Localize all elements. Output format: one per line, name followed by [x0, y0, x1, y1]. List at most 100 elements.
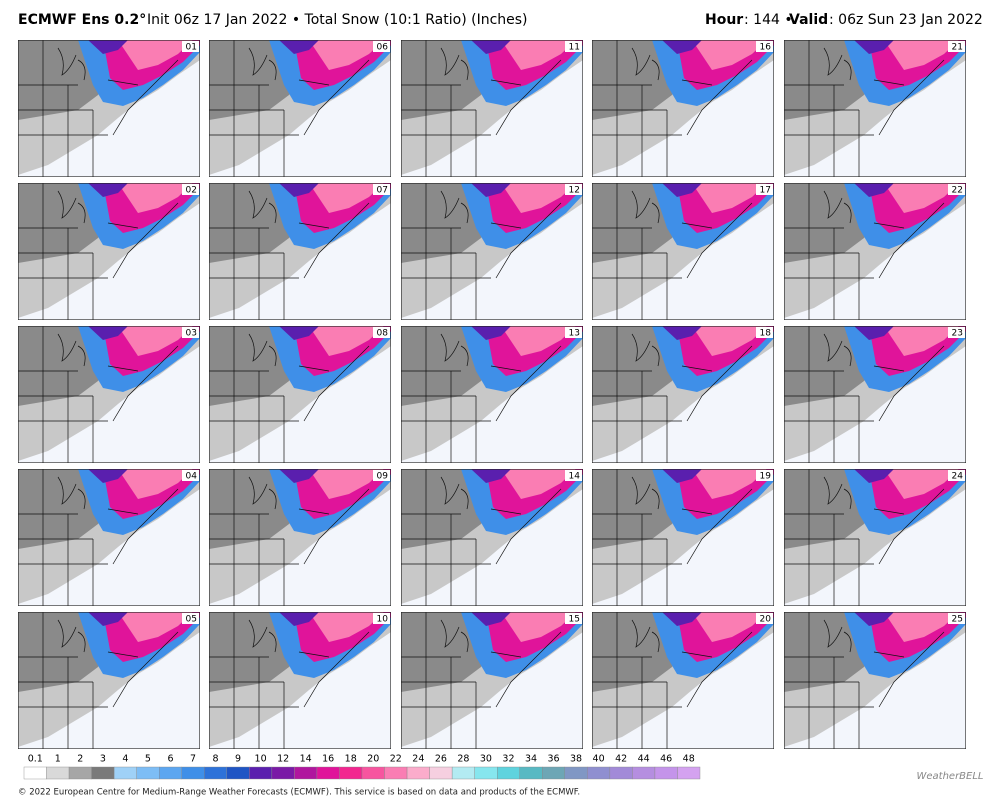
panel-label: 12: [569, 186, 580, 196]
panel-label: 13: [569, 329, 580, 339]
panel: 04: [18, 469, 200, 606]
panel: 13: [401, 326, 583, 463]
colorbar-label: 26: [435, 754, 447, 765]
panel-label-bg: [373, 41, 390, 52]
panel: 08: [209, 326, 391, 463]
colorbar-label: 18: [345, 754, 357, 765]
panel-map: [401, 183, 583, 320]
panel-label: 16: [760, 43, 772, 53]
panel-label-bg: [948, 41, 965, 52]
panel-label-bg: [182, 470, 199, 481]
panel: 05: [18, 612, 200, 749]
panel-map: [18, 469, 200, 606]
colorbar-swatch: [384, 766, 408, 780]
colorbar-swatch: [226, 766, 250, 780]
subtitle: Init 06z 17 Jan 2022 • Total Snow (10:1 …: [147, 12, 528, 28]
panel-map: [401, 326, 583, 463]
colorbar-swatch: [406, 766, 430, 780]
logo: WeatherBELL: [916, 771, 983, 782]
panel-label: 18: [760, 329, 772, 339]
colorbar-label: 44: [638, 754, 650, 765]
colorbar-swatch: [654, 766, 678, 780]
hour-label: Hour: [705, 12, 743, 28]
panel-map: [209, 326, 391, 463]
panel-label-bg: [373, 184, 390, 195]
panel-map: [401, 40, 583, 177]
colorbar-swatch: [68, 766, 92, 780]
colorbar-swatch: [451, 766, 475, 780]
panel: 09: [209, 469, 391, 606]
colorbar-swatch: [361, 766, 385, 780]
colorbar-swatch: [609, 766, 633, 780]
panel-label-bg: [948, 470, 965, 481]
panel-label-bg: [565, 327, 582, 338]
panel-label-bg: [948, 613, 965, 624]
colorbar-swatch: [497, 766, 520, 780]
colorbar-label: 7: [190, 754, 196, 765]
panel-label: 01: [186, 43, 197, 53]
colorbar-swatch: [249, 766, 273, 780]
colorbar-swatch: [632, 766, 656, 780]
colorbar-label: 6: [167, 754, 173, 765]
footer: © 2022 European Centre for Medium-Range …: [18, 788, 580, 798]
panel-map: [592, 612, 774, 749]
colorbar-label: 3: [100, 754, 106, 765]
panel-label: 08: [377, 329, 389, 339]
panel: 10: [209, 612, 391, 749]
panel-map: [401, 612, 583, 749]
panel-map: [784, 469, 966, 606]
colorbar-label: 16: [322, 754, 334, 765]
panel-label-bg: [182, 613, 199, 624]
panel-label-bg: [756, 41, 773, 52]
colorbar-swatch: [158, 766, 182, 780]
panel-map: [18, 326, 200, 463]
panel-map: [784, 612, 966, 749]
colorbar-swatch: [23, 766, 47, 780]
panel-label: 11: [569, 43, 580, 53]
panel-label: 15: [569, 615, 580, 625]
panel-map: [401, 469, 583, 606]
colorbar-label: 24: [412, 754, 424, 765]
panel-grid: 01 02 03 04 05 06 07 08 09 10 11 12 13 14 15 16 17 18 19 20…: [18, 40, 966, 749]
panel-label: 17: [760, 186, 771, 196]
panel: 20: [592, 612, 774, 749]
colorbar-label: 40: [593, 754, 605, 765]
colorbar-label: 38: [570, 754, 582, 765]
panel-label-bg: [756, 327, 773, 338]
panel-label-bg: [756, 470, 773, 481]
panel-map: [18, 40, 200, 177]
colorbar-swatch: [91, 766, 115, 780]
colorbar-swatch: [294, 766, 318, 780]
panel-map: [209, 183, 391, 320]
colorbar-swatch: [339, 766, 363, 780]
panel: 16: [592, 40, 774, 177]
hour: : 144 •: [744, 12, 793, 28]
panel-label: 02: [186, 186, 197, 196]
panel-label: 07: [377, 186, 388, 196]
panel: 18: [592, 326, 774, 463]
panel-label: 04: [186, 472, 198, 482]
panel-label-bg: [756, 184, 773, 195]
panel-map: [18, 612, 200, 749]
panel-label-bg: [948, 184, 965, 195]
colorbar-swatch: [542, 766, 565, 780]
panel-map: [592, 326, 774, 463]
colorbar-label: 28: [457, 754, 469, 765]
panel-label-bg: [182, 41, 199, 52]
colorbar-label: 4: [122, 754, 128, 765]
colorbar-swatch: [46, 766, 70, 780]
panel: 21: [784, 40, 966, 177]
colorbar-label: 9: [235, 754, 241, 765]
colorbar-label: 8: [213, 754, 219, 765]
panel-label: 21: [952, 43, 963, 53]
panel: 06: [209, 40, 391, 177]
colorbar-swatch: [316, 766, 340, 780]
panel-label-bg: [565, 41, 582, 52]
colorbar-label: 14: [300, 754, 312, 765]
colorbar-swatch: [113, 766, 137, 780]
colorbar-label: 46: [660, 754, 672, 765]
colorbar-label: 10: [255, 754, 267, 765]
panel-map: [592, 40, 774, 177]
panel: 03: [18, 326, 200, 463]
